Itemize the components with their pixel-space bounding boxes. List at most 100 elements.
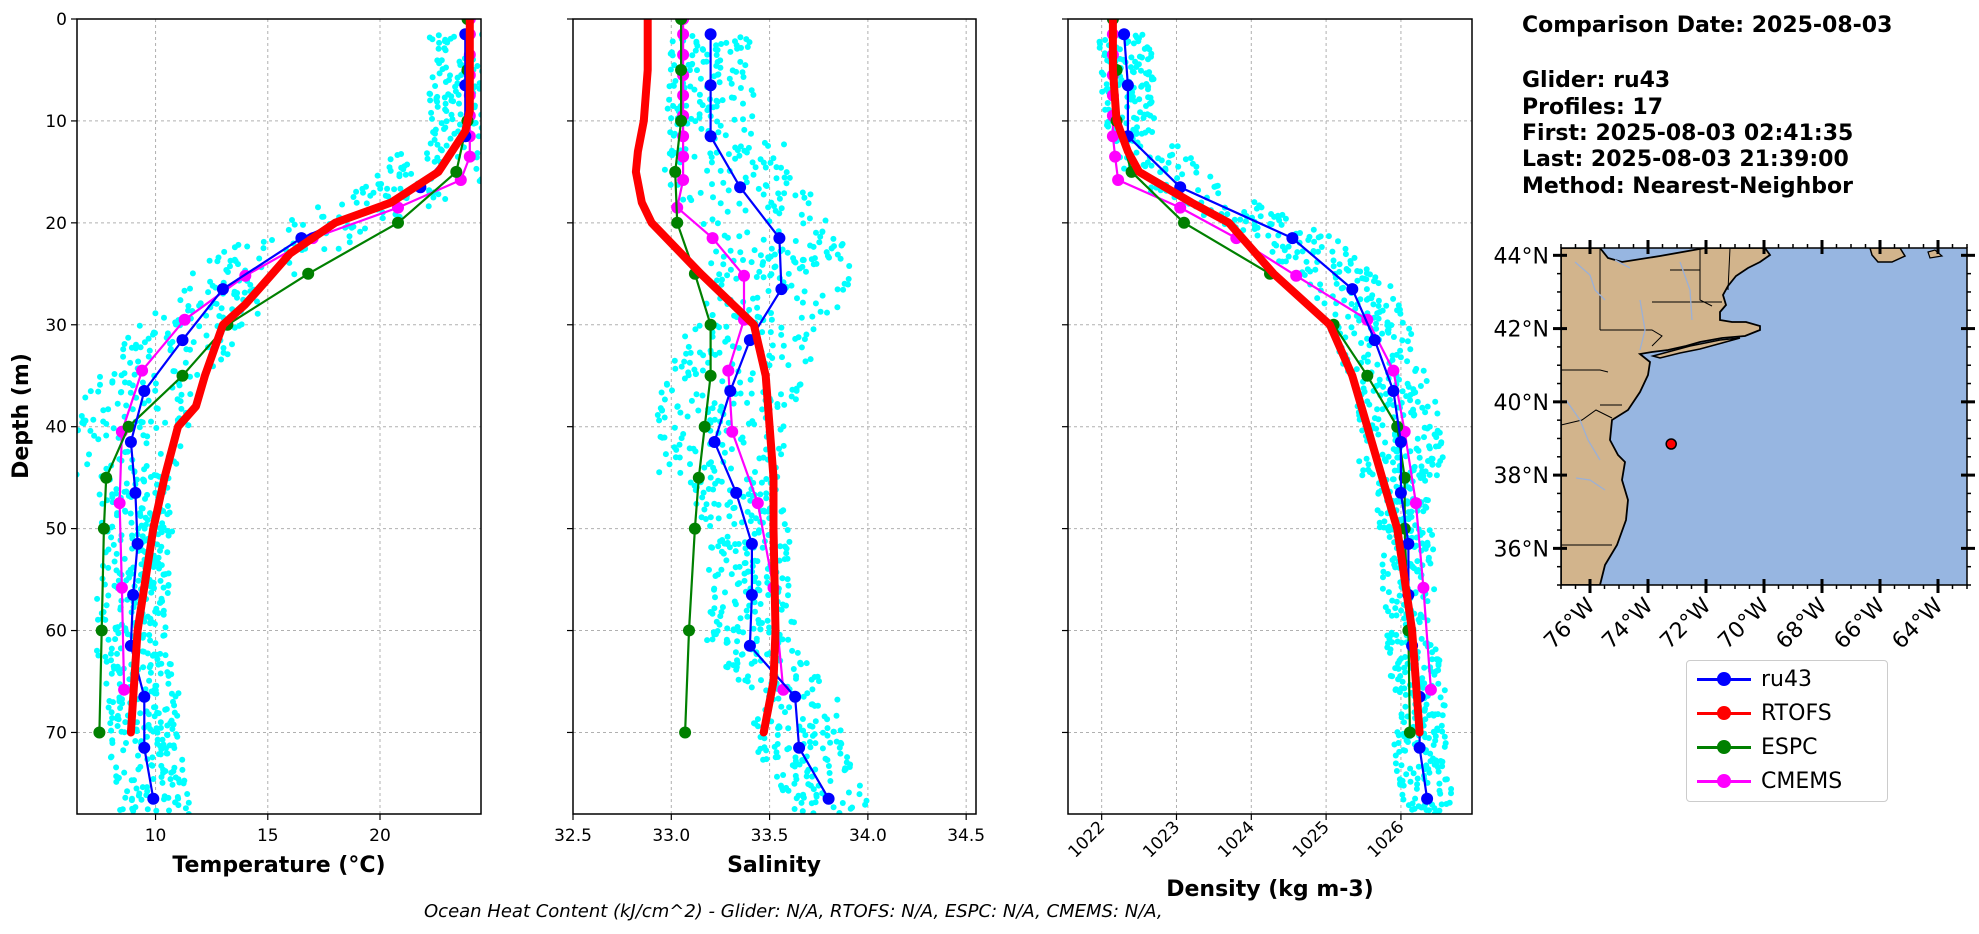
glider-point [732,564,739,571]
glider-point [732,155,739,162]
glider-point [159,779,166,786]
glider-point [809,313,816,320]
glider-point [793,776,800,783]
glider-point [110,425,117,432]
glider-point [105,636,112,643]
glider-point [113,773,120,780]
glider-point [1374,406,1381,413]
glider-point [1401,719,1407,726]
glider-point [786,538,793,545]
glider-point [809,686,816,693]
glider-point [1405,802,1412,809]
glider-point [1418,635,1425,642]
glider-point [744,44,751,50]
glider-point [1387,649,1393,656]
glider-point [1330,263,1337,270]
glider-point [1385,453,1392,460]
glider-point [1304,266,1311,273]
glider-point [185,799,192,806]
glider-point [1354,277,1361,284]
glider-point [1406,325,1413,332]
glider-point [1135,38,1142,45]
glider-point [1379,330,1386,337]
glider-point [146,677,153,684]
series-point-ru43 [704,79,717,92]
glider-point [144,806,151,813]
glider-point [727,266,734,273]
glider-point [696,322,703,329]
glider-point [765,204,772,211]
glider-point [693,40,700,46]
glider-point [720,550,727,557]
glider-point [100,418,107,425]
glider-point [1121,165,1128,172]
glider-point [1102,37,1109,43]
depth-ylabel: Depth (m) [9,353,34,479]
glider-point [1138,67,1144,74]
glider-point [781,141,787,148]
glider-point [799,808,806,814]
glider-point [171,702,178,709]
glider-point [1399,319,1406,326]
glider-point [736,200,743,207]
glider-point [723,557,730,564]
glider-point [1312,266,1319,273]
glider-point [782,543,788,550]
glider-point [442,124,449,131]
glider-point [157,670,164,677]
glider-point [114,663,121,670]
glider-point [683,350,690,357]
glider-point [1395,665,1402,672]
glider-point [133,785,140,792]
glider-point [1407,397,1414,404]
glider-point [1423,496,1430,503]
glider-point [126,380,133,386]
glider-point [678,363,685,370]
glider-point [737,390,744,397]
glider-point [1425,735,1432,741]
glider-point [1434,410,1441,417]
glider-point [244,243,251,250]
glider-point [128,519,135,526]
glider-point [396,173,403,180]
glider-point [346,233,353,240]
glider-point [1251,199,1258,206]
glider-point [429,74,436,81]
glider-point [169,338,176,345]
glider-point [716,271,723,278]
glider-point [1396,376,1402,383]
temperature-panel: 10 15 20 0 10 20 30 40 50 60 70 Temperature (°C) D… [9,10,493,878]
glider-point [1299,248,1306,255]
glider-point [94,595,101,602]
glider-point [1342,251,1349,258]
glider-point [108,709,115,716]
glider-point [760,274,767,281]
glider-point [487,95,493,101]
glider-point [1417,611,1424,618]
glider-point [1348,301,1355,307]
glider-point [155,710,162,717]
series-point-ru43 [789,690,802,703]
glider-point [811,731,818,738]
glider-point [736,152,743,159]
glider-point [717,200,724,207]
glider-point [1275,215,1282,221]
glider-point [1430,546,1437,553]
series-point-cmems [677,28,690,41]
glider-point [457,62,464,68]
glider-point [718,281,725,288]
glider-point [144,650,151,657]
glider-point [753,515,759,522]
glider-point [827,739,834,746]
glider-point [1441,687,1448,694]
glider-point [724,501,731,508]
glider-point [1394,454,1401,461]
glider-point [656,417,663,424]
series-point-ru43 [745,537,758,550]
glider-point [84,461,91,468]
glider-point [674,403,681,410]
glider-point [824,716,831,723]
glider-point [448,93,455,100]
glider-point [683,102,690,109]
